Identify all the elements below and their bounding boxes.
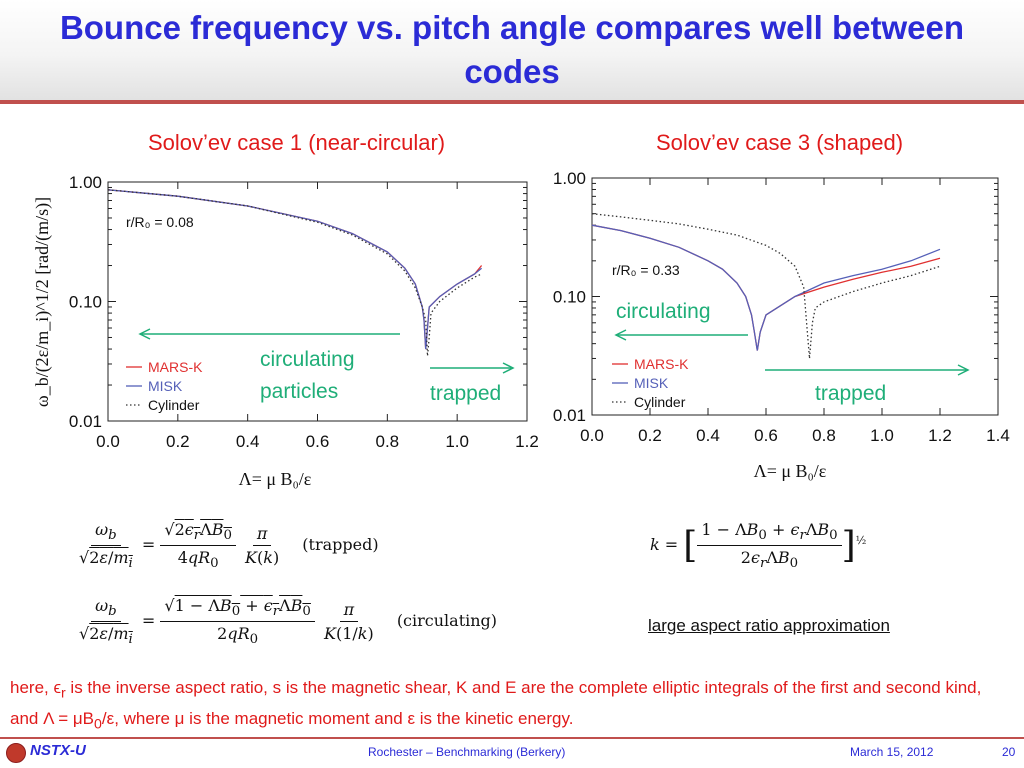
chart1-trapped-region-label: trapped [430,382,501,405]
chart1-y-tick-label: 0.10 [69,293,102,312]
footer-presenter: Rochester – Benchmarking (Berkery) [368,745,566,759]
chart1-x-tick-label: 1.0 [445,432,469,451]
chart2-x-tick-label: 0.2 [638,426,662,445]
chart1-x-tick-label: 0.2 [166,432,190,451]
trapped-equation-label: (trapped) [302,535,379,555]
k-definition-equation: k = [1 − ΛB0 + ϵrΛB0 2ϵrΛB0]½ [650,520,867,572]
slide-title: Bounce frequency vs. pitch angle compare… [59,9,965,90]
slide-number: 20 [1002,745,1016,759]
chart2-series-misk-line [591,224,941,351]
footer-date: March 15, 2012 [850,745,934,759]
chart2-x-tick-label: 0.4 [696,426,720,445]
trapped-equation: ωb √2ε/mi = √2ϵrΛB0 4qR0 π K(k) (trapped) [79,520,379,572]
chart2-plot: 0.0 0.2 0.4 0.6 0.8 1.0 1.2 1.4 1.00 0.10 0.01 r/R₀… [553,169,1010,481]
chart1-x-tick-label: 0.6 [306,432,330,451]
chart2-x-tick-label: 0.6 [754,426,778,445]
chart1-x-tick-label: 0.4 [236,432,260,451]
chart1-series-cylinder-line [107,189,482,357]
chart2-x-tick-label: 0.0 [580,426,604,445]
chart1-circulating-region-label: circulating [260,348,355,371]
chart1-y-tick-label: 0.01 [69,412,102,431]
chart1-series-misk-line [107,189,483,350]
chart1-x-axis-label: Λ= μ B₀/ε [239,469,312,489]
chart1-trapped-arrow-head [502,362,515,374]
chart2-trapped-region-label: trapped [815,382,886,405]
chart2-series-cylinder-line [591,213,941,359]
chart1-legend-label: Cylinder [148,397,200,413]
chart2-y-tick-label: 1.00 [553,169,586,188]
definitions-note: here, ϵr is the inverse aspect ratio, s … [10,678,982,733]
chart2-legend-label: MARS-K [634,356,689,372]
chart2-legend-label: MISK [634,375,669,391]
chart1-x-tick-label: 0.8 [376,432,400,451]
chart1-x-tick-label: 0.0 [96,432,120,451]
chart1-legend-label: MISK [148,378,183,394]
nstx-logo-icon [6,743,26,763]
chart2-y-tick-label: 0.10 [553,288,586,307]
chart1-y-tick-label: 1.00 [69,173,102,192]
approximation-label: large aspect ratio approximation [648,616,890,635]
chart1-aspect-ratio-annotation: r/R₀ = 0.08 [126,214,194,230]
circulating-equation: ωb √2ε/mi = √1 − ΛB0 + ϵrΛB0 2qR0 π K(1/k) … [79,596,498,648]
title-bar [0,0,1024,100]
title-divider [0,100,1024,104]
chart2-x-axis-label: Λ= μ B₀/ε [754,461,827,481]
chart2-x-tick-label: 0.8 [812,426,836,445]
footer-divider [0,737,1024,739]
chart1-title: Solov’ev case 1 (near-circular) [148,130,446,155]
chart2-x-tick-label: 1.0 [870,426,894,445]
chart2-title: Solov’ev case 3 (shaped) [656,130,904,155]
footer-logo-text: NSTX-U [30,742,86,759]
chart2-circulating-arrow-head [614,329,627,341]
chart2-legend-label: Cylinder [634,394,686,410]
chart2-aspect-ratio-annotation: r/R₀ = 0.33 [612,262,680,278]
chart2-circulating-region-label: circulating [616,300,711,323]
chart2-x-tick-label: 1.4 [986,426,1010,445]
chart1-circulating-arrow-head [138,328,151,340]
chart1-legend-label: MARS-K [148,359,203,375]
chart2-y-tick-label: 0.01 [553,406,586,425]
chart1-y-axis-label: ω_b/(2ε/m_i)^1/2 [rad/(m/s)] [32,197,53,407]
circulating-equation-label: (circulating) [396,611,498,631]
footer [0,739,1024,768]
chart2-x-tick-label: 1.2 [928,426,952,445]
chart1-x-tick-label: 1.2 [515,432,539,451]
chart1-plot: 0.0 0.2 0.4 0.6 0.8 1.0 1.2 1.00 0.10 0.01 r/R₀ = … [32,173,539,489]
chart2-trapped-arrow-head [957,364,970,376]
chart1-circulating-region-label-line2: particles [260,380,338,403]
